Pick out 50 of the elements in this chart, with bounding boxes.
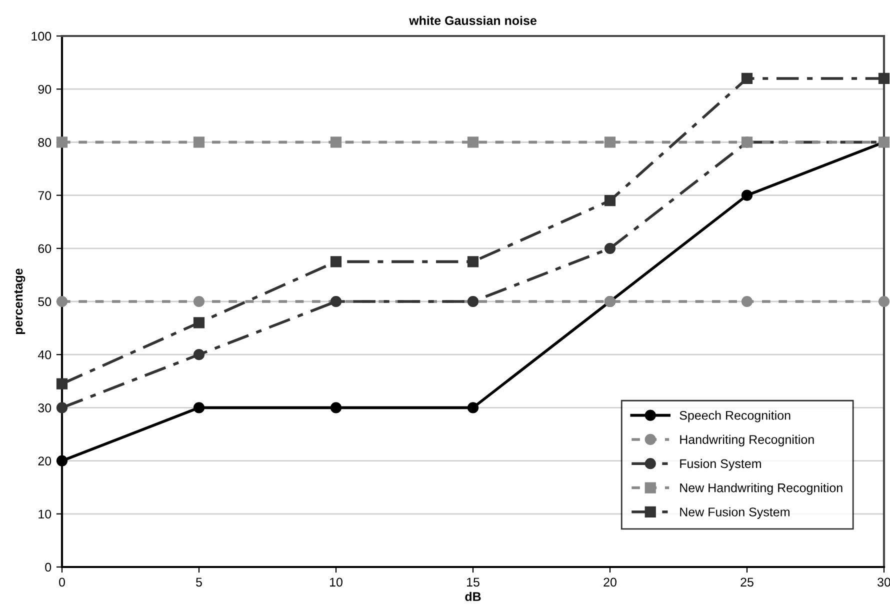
point <box>330 136 342 148</box>
x-tick-label: 10 <box>330 578 342 587</box>
legend-label: New Fusion System <box>680 507 790 519</box>
point <box>330 256 342 268</box>
point <box>56 402 68 414</box>
point <box>467 402 479 414</box>
point <box>604 195 616 206</box>
y-tick-label: 100 <box>32 32 52 41</box>
point <box>741 72 753 84</box>
point <box>467 136 479 148</box>
x-tick-label: 5 <box>196 578 202 587</box>
point <box>56 455 68 466</box>
y-tick-label: 10 <box>38 510 52 519</box>
point <box>56 378 68 390</box>
y-tick-label: 20 <box>38 456 52 466</box>
point <box>193 296 205 308</box>
y-tick-label: 50 <box>38 297 52 306</box>
point <box>467 256 479 268</box>
point <box>878 72 890 84</box>
point <box>193 136 205 148</box>
y-tick-label: 70 <box>38 191 52 200</box>
y-tick-label: 0 <box>45 562 52 572</box>
y-tick-label: 60 <box>38 244 52 254</box>
x-tick-label: 0 <box>59 578 65 587</box>
y-tick-label: 40 <box>38 350 52 360</box>
legend-label: Fusion System <box>680 458 761 471</box>
point <box>193 349 205 360</box>
y-tick-label: 90 <box>38 84 52 94</box>
point <box>878 296 890 308</box>
point <box>330 402 342 414</box>
point <box>56 136 68 148</box>
y-tick-label: 80 <box>38 138 52 147</box>
x-tick-label: 25 <box>740 578 754 587</box>
x-tick-label: 20 <box>604 578 616 587</box>
legend-label: Handwriting Recognition <box>680 434 814 446</box>
point <box>193 402 205 414</box>
x-axis-title: dB <box>465 592 481 602</box>
y-tick-label: 30 <box>38 404 52 412</box>
point <box>741 296 753 308</box>
point <box>56 296 68 308</box>
legend-label: New Handwriting Recognition <box>680 483 842 495</box>
x-tick-label: 15 <box>467 578 480 587</box>
point <box>193 317 205 328</box>
legend-label: Speech Recognition <box>680 410 790 422</box>
chart-title: white Gaussian noise <box>409 16 536 26</box>
point <box>604 242 616 254</box>
point <box>741 190 753 201</box>
x-tick-label: 30 <box>878 578 890 587</box>
point <box>604 136 616 148</box>
y-axis-title: percentage <box>14 268 26 334</box>
